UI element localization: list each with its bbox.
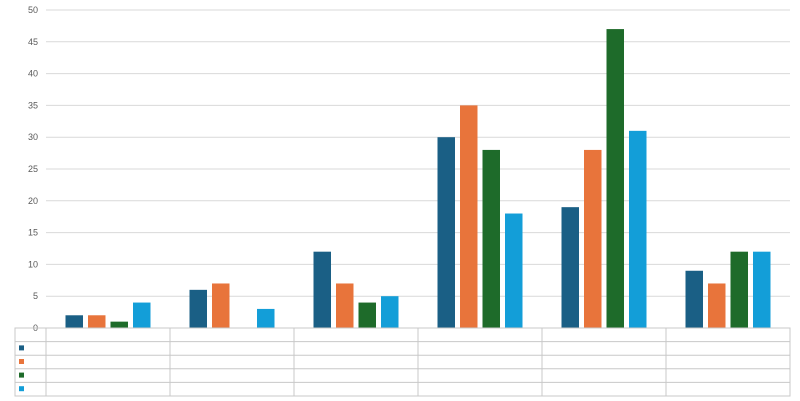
y-tick-label: 45 [28,37,38,47]
bar [313,251,331,328]
bar [358,302,376,328]
bar [189,289,207,328]
bar [708,283,726,328]
y-tick-label: 35 [28,100,38,110]
gridlines [46,9,790,329]
bar [257,308,275,328]
bar [437,137,455,328]
bar [336,283,354,328]
bar [212,283,230,328]
bar [753,251,771,328]
bar [584,149,602,328]
legend-key [19,345,24,351]
legend-key [19,359,24,364]
data-table-border [14,327,791,397]
legend-key [19,372,24,378]
bar [685,270,703,328]
y-tick-label: 15 [28,228,38,238]
bar [482,149,500,328]
data-table [14,327,791,397]
bar [460,105,478,329]
bar [730,251,748,328]
y-tick-label: 5 [33,291,38,301]
y-tick-label: 40 [28,69,38,79]
bar [88,315,106,328]
bar [381,296,399,328]
y-tick-label: 10 [28,259,38,269]
legend-key [19,386,24,392]
bar [505,213,523,328]
y-tick-label: 50 [28,5,38,15]
bar [606,29,624,329]
bars [65,29,771,329]
bar [629,130,647,328]
y-tick-label: 30 [28,132,38,142]
bar [133,302,151,328]
y-tick-label: 25 [28,164,38,174]
y-tick-label: 20 [28,196,38,206]
bar [561,207,579,328]
bar [65,315,83,328]
bar [110,321,128,328]
